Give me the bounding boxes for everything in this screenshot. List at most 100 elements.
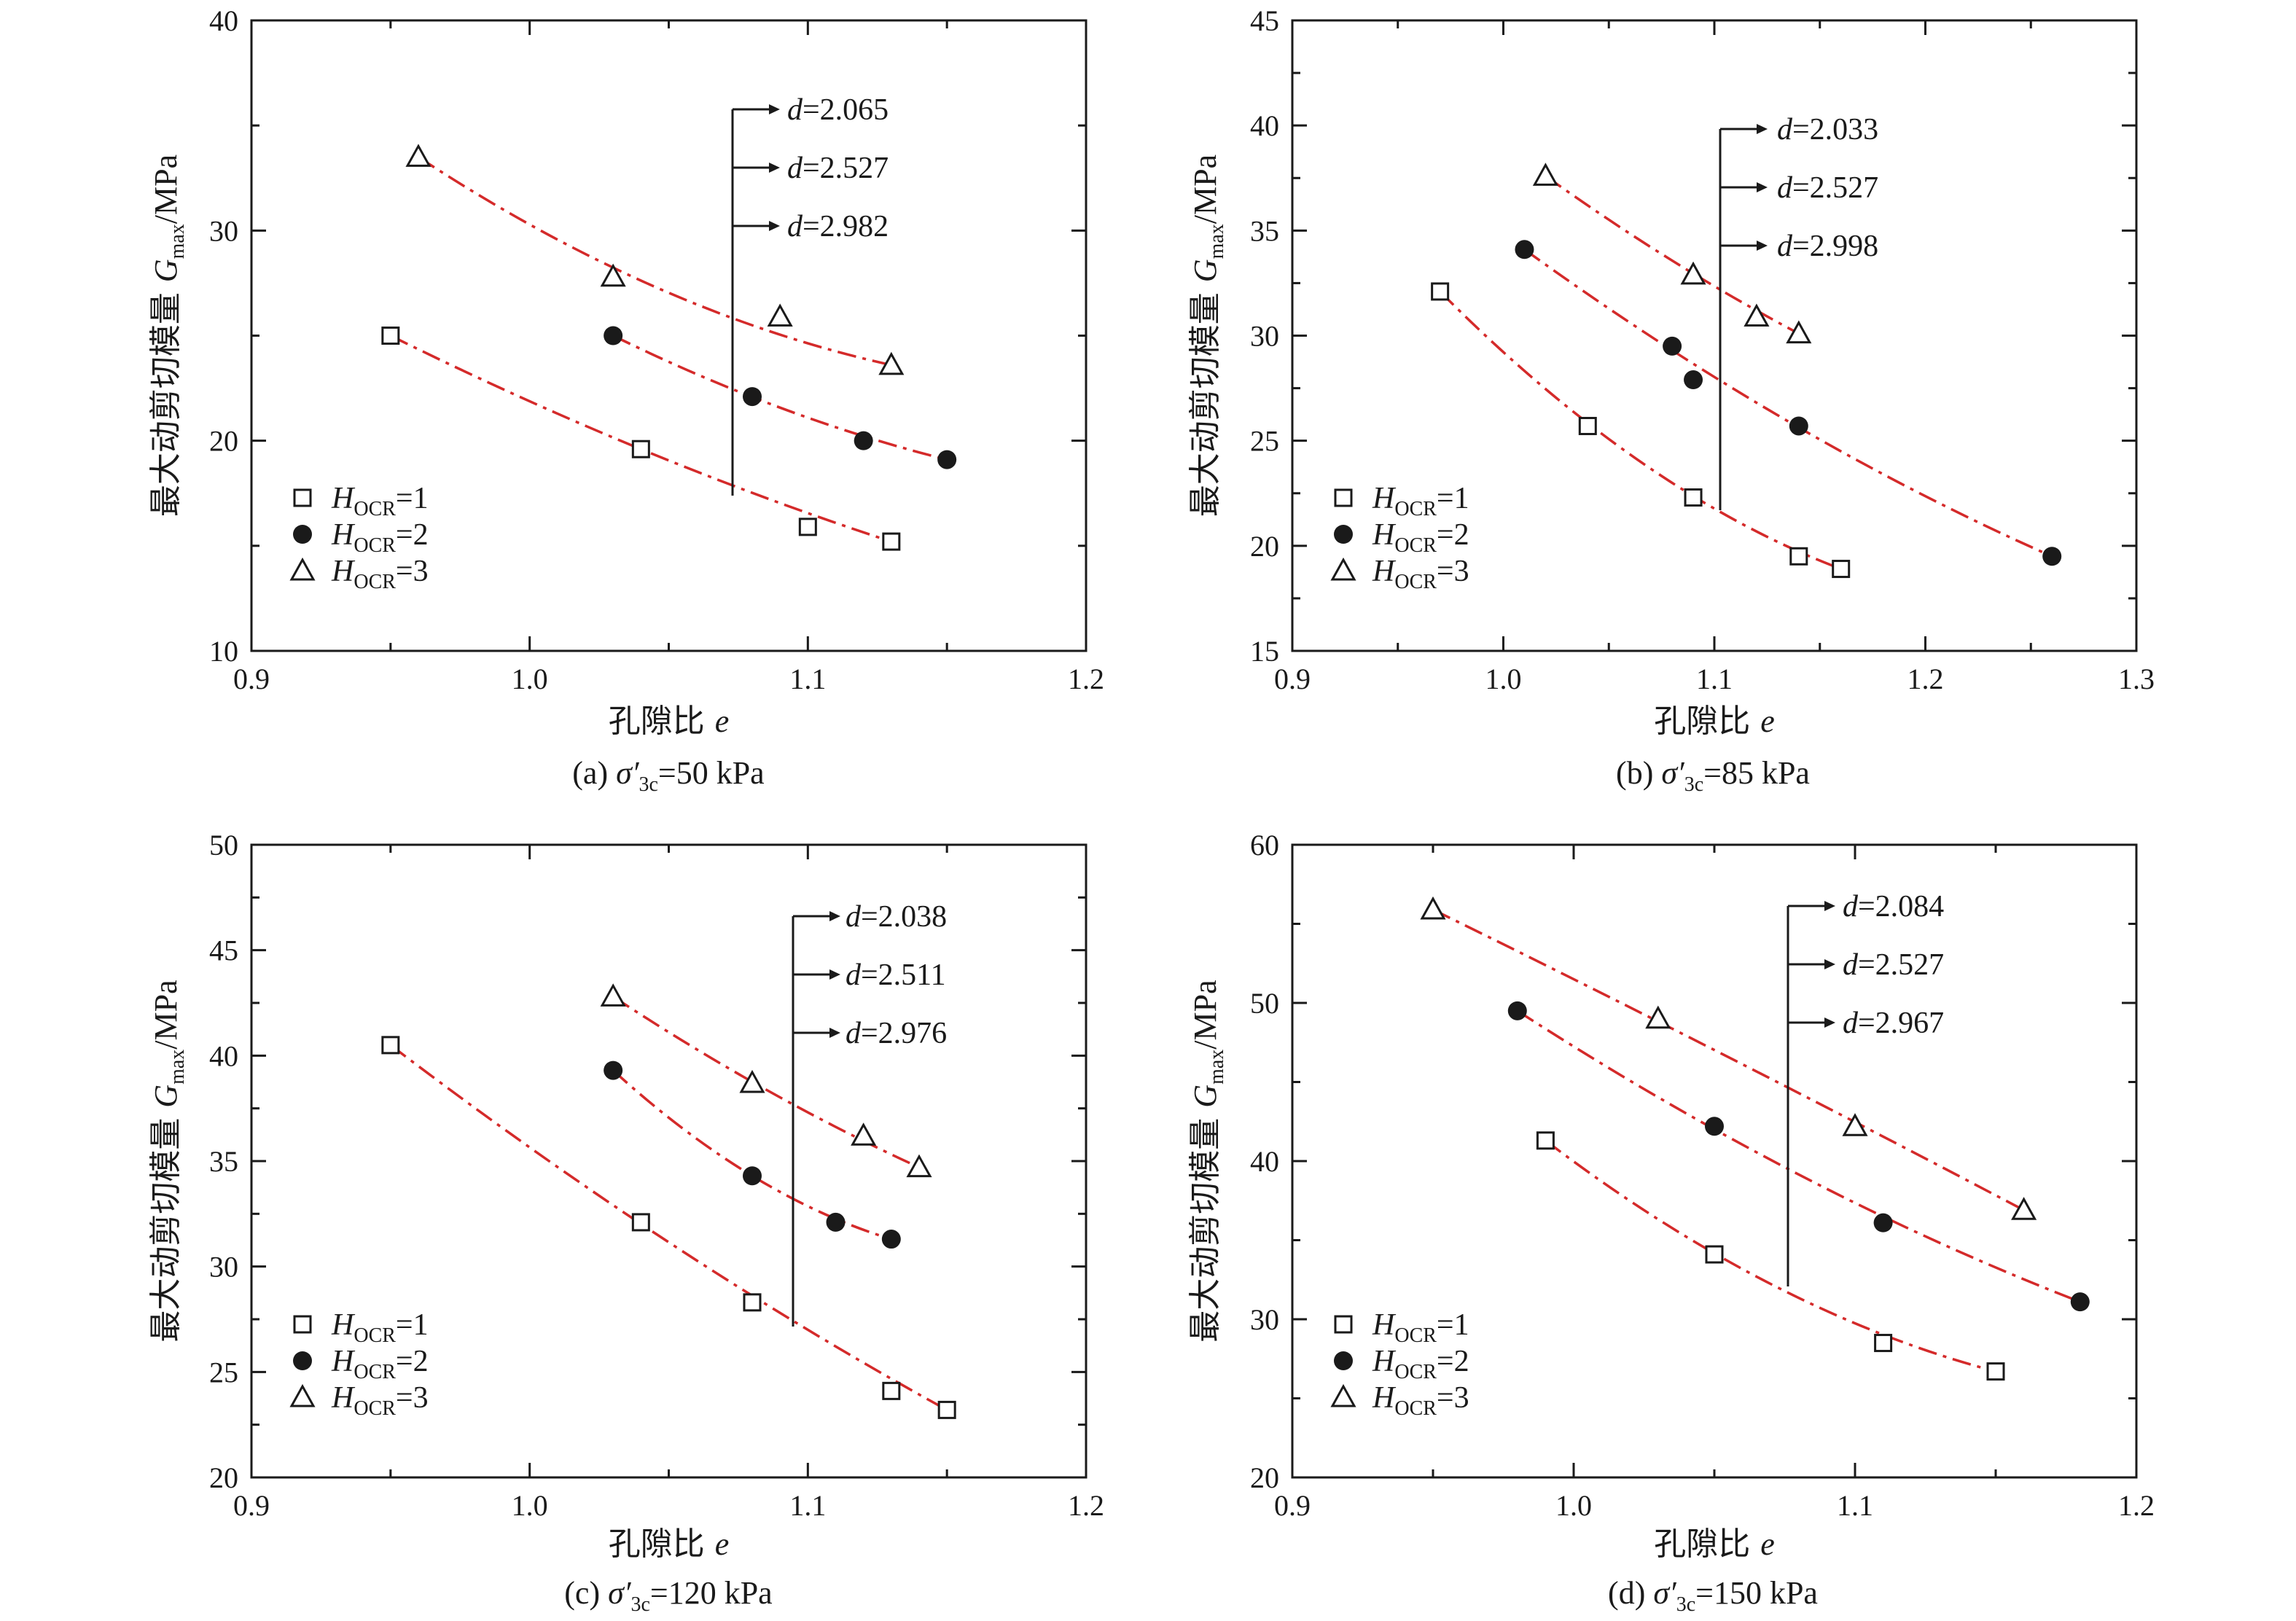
d-value-label: d=2.998 (1777, 230, 1878, 263)
data-point-circle (743, 1166, 762, 1186)
d-value-label: d=2.511 (846, 958, 946, 992)
y-tick-label: 15 (1250, 635, 1279, 668)
d-value-label: d=2.976 (846, 1017, 947, 1050)
data-point-square (743, 1293, 762, 1312)
data-point-square (1874, 1334, 1893, 1353)
panel-caption: (c) σ′3c=120 kPa (564, 1575, 772, 1616)
x-tick-label: 0.9 (233, 1489, 270, 1522)
fit-curve-triangle (612, 995, 920, 1169)
fit-curve-triangle (1432, 908, 2025, 1211)
d-value-label: d=2.065 (787, 93, 889, 127)
data-point-triangle (1532, 163, 1558, 186)
y-tick-label: 40 (1250, 1145, 1279, 1178)
data-point-triangle (1645, 1005, 1671, 1029)
panel-caption: (d) σ′3c=150 kPa (1608, 1575, 1818, 1616)
legend-label: HOCR=1 (1372, 1308, 1469, 1347)
fit-curve-square (390, 334, 892, 543)
y-tick-label: 40 (209, 1039, 238, 1072)
x-tick-label: 1.2 (1068, 1489, 1104, 1522)
data-point-triangle (600, 983, 626, 1007)
data-point-square (381, 327, 400, 345)
d-arrow-head (769, 221, 780, 231)
fit-curve-circle (612, 334, 948, 461)
d-arrow-head (1757, 182, 1768, 192)
data-point-triangle (878, 351, 905, 375)
legend-marker-square (1334, 488, 1353, 507)
d-arrow-head (829, 911, 840, 921)
legend-label: HOCR=1 (331, 482, 429, 520)
data-point-triangle (851, 1122, 877, 1146)
legend-marker-square (1334, 1315, 1353, 1334)
data-point-triangle (1786, 320, 1812, 344)
x-tick-label: 1.0 (1485, 663, 1522, 695)
y-tick-label: 50 (209, 829, 238, 862)
y-tick-label: 45 (209, 934, 238, 967)
legend-label: HOCR=2 (1372, 1345, 1469, 1383)
x-tick-label: 1.1 (789, 1489, 826, 1522)
legend-marker-circle (293, 525, 312, 544)
d-arrow-head (1757, 124, 1768, 134)
data-point-circle (743, 387, 762, 407)
legend-marker-circle (1334, 525, 1353, 544)
data-point-triangle (1680, 261, 1706, 285)
y-tick-label: 60 (1250, 829, 1279, 862)
d-arrow-head (1824, 1017, 1835, 1028)
data-point-triangle (1842, 1113, 1868, 1136)
d-value-label: d=2.527 (1777, 171, 1878, 205)
data-point-circle (604, 1061, 623, 1080)
data-point-circle (826, 1212, 846, 1232)
x-axis-label: 孔隙比 e (609, 1526, 730, 1563)
data-point-circle (604, 326, 623, 345)
legend-marker-circle (293, 1351, 312, 1370)
y-tick-label: 20 (1250, 530, 1279, 563)
y-tick-label: 30 (1250, 320, 1279, 353)
d-arrow-head (829, 1028, 840, 1038)
y-tick-label: 35 (209, 1145, 238, 1178)
y-tick-label: 50 (1250, 987, 1279, 1020)
panel-caption: (a) σ′3c=50 kPa (572, 755, 764, 796)
x-tick-label: 0.9 (1274, 1489, 1311, 1522)
data-point-square (1684, 488, 1703, 507)
legend-label: HOCR=1 (331, 1308, 429, 1347)
fit-curve-square (1439, 290, 1842, 571)
data-point-circle (1873, 1213, 1893, 1233)
fit-curve-triangle (1545, 174, 1800, 335)
data-point-square (1705, 1245, 1724, 1264)
legend-marker-square (293, 1315, 312, 1334)
legend-label: HOCR=3 (331, 555, 429, 593)
y-tick-label: 30 (209, 214, 238, 247)
data-point-square (1536, 1131, 1555, 1150)
legend-label: HOCR=3 (1372, 555, 1469, 593)
data-point-circle (1684, 370, 1703, 390)
legend-marker-triangle (1330, 1383, 1356, 1407)
data-point-square (1986, 1362, 2005, 1381)
data-point-square (882, 1381, 901, 1400)
data-point-square (882, 532, 901, 551)
legend-label: HOCR=3 (1372, 1381, 1469, 1420)
y-tick-label: 30 (209, 1251, 238, 1284)
y-tick-label: 25 (209, 1356, 238, 1388)
data-point-square (1832, 560, 1851, 579)
y-tick-label: 30 (1250, 1303, 1279, 1336)
y-axis-label: 最大动剪切模量 Gmax/MPa (147, 980, 189, 1342)
data-point-circle (1663, 336, 1682, 356)
x-tick-label: 1.1 (789, 663, 826, 695)
data-point-circle (1515, 240, 1534, 259)
y-tick-label: 20 (1250, 1461, 1279, 1494)
y-axis-label: 最大动剪切模量 Gmax/MPa (1187, 980, 1228, 1342)
x-tick-label: 1.2 (1908, 663, 1944, 695)
x-tick-label: 1.2 (1068, 663, 1104, 695)
data-point-triangle (1420, 896, 1446, 920)
y-tick-label: 25 (1250, 425, 1279, 458)
x-axis-label: 孔隙比 e (609, 703, 730, 740)
x-axis-label: 孔隙比 e (1654, 1526, 1775, 1563)
data-point-square (631, 440, 650, 458)
y-tick-label: 20 (209, 1461, 238, 1494)
y-axis-label: 最大动剪切模量 Gmax/MPa (1187, 155, 1228, 517)
x-tick-label: 0.9 (1274, 663, 1311, 695)
d-arrow-head (769, 163, 780, 173)
y-tick-label: 35 (1250, 214, 1279, 247)
data-point-square (937, 1400, 956, 1419)
y-tick-label: 20 (209, 425, 238, 458)
